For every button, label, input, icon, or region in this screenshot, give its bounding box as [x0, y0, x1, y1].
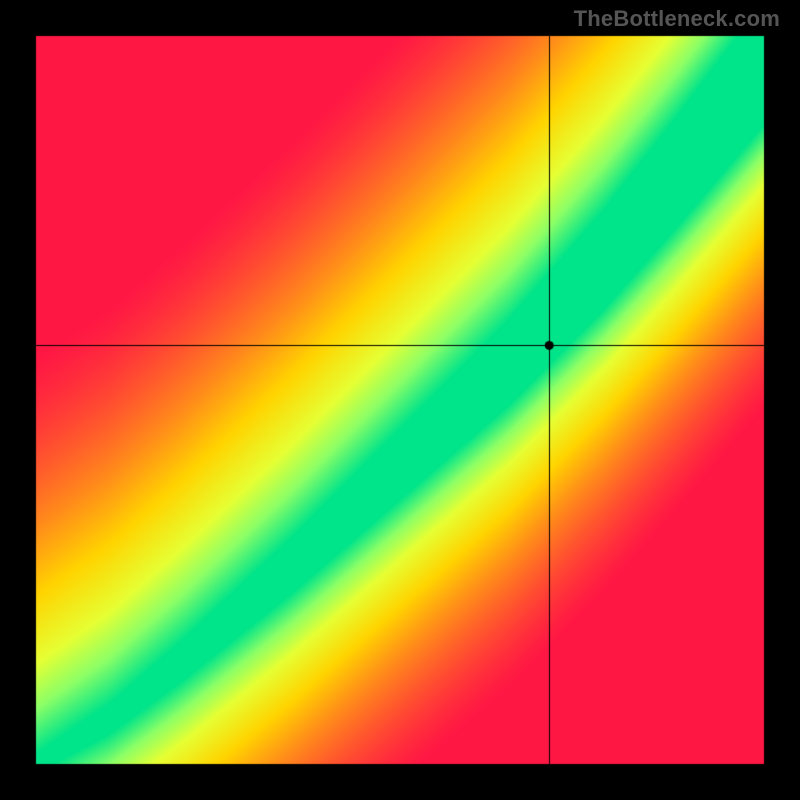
bottleneck-heatmap [0, 0, 800, 800]
watermark-text: TheBottleneck.com [574, 6, 780, 32]
chart-container: TheBottleneck.com [0, 0, 800, 800]
